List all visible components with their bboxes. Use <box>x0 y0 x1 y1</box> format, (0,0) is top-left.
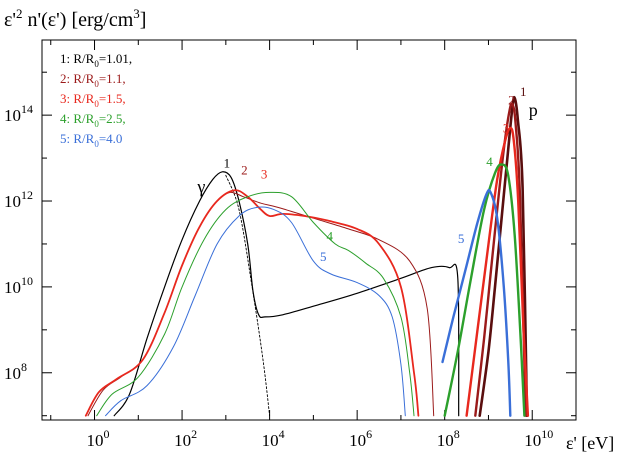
chart-title: ε'2 n'(ε') [erg/cm3] <box>4 6 146 31</box>
legend-entry: 5: R/R0=4.0 <box>60 131 122 149</box>
series-line-gamma-1 <box>113 171 460 417</box>
legend-entry: 4: R/R0=2.5, <box>60 111 126 129</box>
series-group <box>84 95 530 417</box>
x-tick-label: 1010 <box>524 427 553 450</box>
curve-label: 2 <box>508 92 515 107</box>
legend-entry: 3: R/R0=1.5, <box>60 91 126 109</box>
series-line-gamma-1d <box>225 174 271 417</box>
curve-label: 3 <box>503 120 510 135</box>
x-tick-label: 106 <box>349 427 372 450</box>
curve-label: 3 <box>261 167 268 182</box>
curve-label: 5 <box>458 231 465 246</box>
axis-ticks: 100 102 104 106 108 1010 108 1010 1012 1014 <box>4 40 577 450</box>
y-tick-label: 1014 <box>4 102 33 125</box>
y-tick-label: 108 <box>4 360 27 383</box>
series-line-gamma-3 <box>84 189 420 417</box>
x-axis-label: ε' [eV] <box>566 433 614 453</box>
plot-frame <box>41 39 577 421</box>
x-tick-label: 108 <box>437 427 460 450</box>
proton-label: p <box>529 100 538 120</box>
curve-label: 1 <box>520 84 527 99</box>
legend: 1: R/R0=1.01, 2: R/R0=1.1, 3: R/R0=1.5, 4: … <box>60 51 132 149</box>
y-tick-label: 1010 <box>4 274 33 297</box>
series-line-proton-2 <box>474 102 527 417</box>
series-line-gamma-2 <box>87 191 435 417</box>
legend-entry: 1: R/R0=1.01, <box>60 51 132 69</box>
x-tick-label: 102 <box>174 427 197 450</box>
series-line-proton-5 <box>441 188 512 417</box>
y-tick-label: 1012 <box>4 188 33 211</box>
x-tick-label: 104 <box>262 427 285 450</box>
curve-label: 4 <box>327 229 334 244</box>
series-line-gamma-5 <box>105 206 406 417</box>
curve-label: 5 <box>320 249 327 264</box>
legend-entry: 2: R/R0=1.1, <box>60 71 126 89</box>
x-tick-label: 100 <box>87 427 110 450</box>
gamma-label: γ <box>196 176 205 196</box>
curve-label: 4 <box>486 154 493 169</box>
curve-label: 1 <box>224 156 231 171</box>
series-line-gamma-4 <box>96 191 415 417</box>
series-line-proton-1 <box>478 95 529 417</box>
curve-label: 2 <box>241 162 248 177</box>
series-line-proton-4 <box>443 163 526 417</box>
series-line-proton-3 <box>465 126 530 417</box>
